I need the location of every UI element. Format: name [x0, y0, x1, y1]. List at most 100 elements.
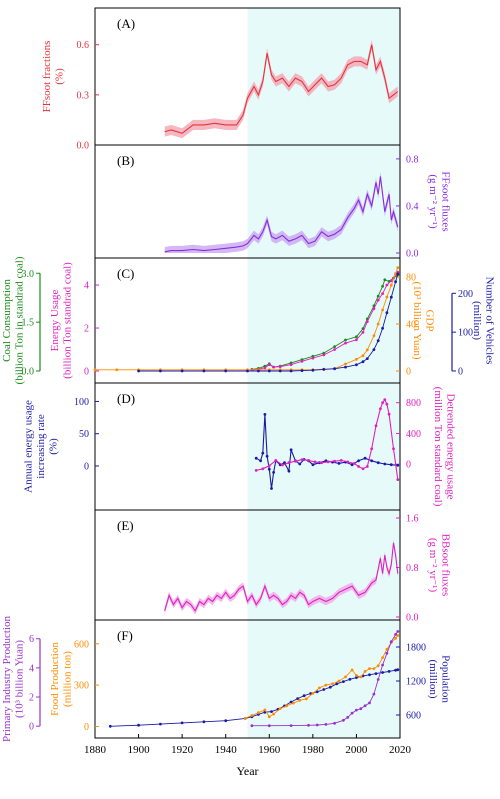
data-point [383, 462, 387, 466]
data-point [261, 451, 265, 455]
y-axis-right-tick-label: 1800 [406, 643, 426, 654]
data-point [372, 334, 376, 338]
y-axis-right-label: FFsoot fluxes(g m⁻² yr⁻¹) [427, 171, 452, 231]
data-point [396, 266, 400, 270]
y-axis-left-label-line: FFsoot fractions [41, 41, 53, 113]
y-axis-right-outer-tick-label: 200 [458, 289, 473, 300]
data-point [355, 674, 358, 677]
data-point [344, 365, 347, 369]
y-axis-left-outer-tick-label: 4 [29, 663, 34, 674]
data-point [396, 634, 400, 637]
data-point [267, 467, 271, 471]
y-axis-left-outer-tick-label: 2 [29, 693, 34, 704]
data-point [387, 412, 391, 416]
data-point [265, 454, 269, 458]
data-point [376, 678, 380, 681]
data-point [342, 718, 345, 722]
data-point [270, 487, 273, 490]
y-axis-right-label-line: (g m⁻² yr⁻¹) [427, 174, 439, 229]
data-point [344, 675, 347, 679]
data-point [389, 279, 393, 283]
y-axis-right-tick-label: 0.8 [406, 563, 419, 574]
y-axis-right-label-line: (million Ton standard coal) [432, 387, 444, 507]
y-axis-left-outer-tick-label: 1.5 [22, 318, 35, 329]
data-point [202, 369, 206, 373]
y-axis-right-outer-tick-label: 0 [458, 367, 463, 378]
data-point [381, 663, 384, 667]
data-point [344, 338, 347, 342]
data-point [267, 363, 271, 366]
panel-label: (E) [117, 518, 134, 533]
y-axis-right: 0 400 800 Detrended energy usage(million To… [396, 387, 456, 507]
x-tick-label: 2020 [389, 744, 412, 756]
data-point [254, 456, 258, 460]
y-axis-left-tick-label: 100 [74, 397, 89, 408]
data-point [261, 467, 265, 471]
data-point [355, 676, 358, 679]
y-axis-right-label: GDP(10³ billion Yuan) [411, 281, 436, 359]
y-axis-left-outer-label: Primary Industry Production (10³ billion … [1, 616, 26, 742]
y-axis-left-outer-tick-label: 6 [29, 634, 34, 645]
x-tick-label: 1940 [215, 744, 238, 756]
data-point [315, 690, 319, 694]
data-point [396, 463, 400, 467]
data-point [385, 311, 389, 315]
y-axis-left-tick-label: 300 [74, 681, 89, 692]
data-point [137, 369, 141, 373]
data-point [272, 365, 275, 369]
series-line [164, 542, 399, 612]
panel-label: (B) [117, 153, 134, 168]
data-point [224, 719, 228, 723]
data-point [350, 463, 354, 467]
y-axis-left-outer-tick-label: 0 [29, 722, 34, 733]
y-axis-right-outer-label-line: Number of Vehicles [483, 277, 495, 365]
y-axis-right-label-line: GDP [423, 309, 435, 331]
y-axis-left-tick-label: 0 [84, 722, 89, 733]
y-axis-left-tick-label: 0 [84, 367, 89, 378]
data-point [370, 447, 374, 451]
data-point [337, 679, 341, 683]
data-point [376, 339, 380, 343]
y-axis-right-tick-label: 1.6 [406, 514, 419, 525]
data-point [326, 460, 330, 464]
data-point [381, 671, 384, 674]
data-point [322, 688, 326, 691]
data-point [342, 680, 345, 683]
data-point [307, 723, 310, 727]
y-axis-left-label: Energy Usage (billion Ton standrad coal) [49, 262, 74, 379]
series-number-of-vehicles [137, 272, 400, 373]
data-point [254, 469, 258, 472]
data-point [287, 469, 291, 473]
data-point [350, 668, 354, 672]
x-tick-label: 1920 [171, 744, 194, 756]
data-point [357, 465, 360, 468]
y-axis-left-tick-label: 50 [79, 429, 89, 440]
data-point [289, 369, 293, 373]
data-point [289, 724, 293, 727]
series-food-production [243, 634, 400, 720]
data-point [324, 723, 328, 726]
data-point [365, 465, 369, 468]
data-point [348, 677, 352, 681]
y-axis-right-label-line: FFsoot fluxes [439, 171, 451, 231]
y-axis-left-label: FFsoot fractions (%) [41, 41, 66, 113]
data-point [291, 701, 295, 705]
y-axis-right-label: Population(million) [427, 655, 452, 703]
data-point [278, 707, 282, 710]
data-point [359, 675, 363, 679]
y-axis-right-label-line: (10³ billion Yuan) [411, 281, 423, 359]
data-point [300, 369, 304, 372]
y-axis-left-outer-label-line: (billion Ton in standrad coal) [13, 256, 25, 384]
y-axis-right-label: BBsoot fluxes(g m⁻² yr⁻¹) [427, 534, 452, 597]
data-point [322, 353, 326, 357]
series-b-0 [164, 171, 399, 253]
x-tick-label: 1900 [128, 744, 151, 756]
series-detrended-energy-usage [254, 398, 400, 481]
data-point [304, 697, 308, 701]
data-point [361, 354, 365, 358]
